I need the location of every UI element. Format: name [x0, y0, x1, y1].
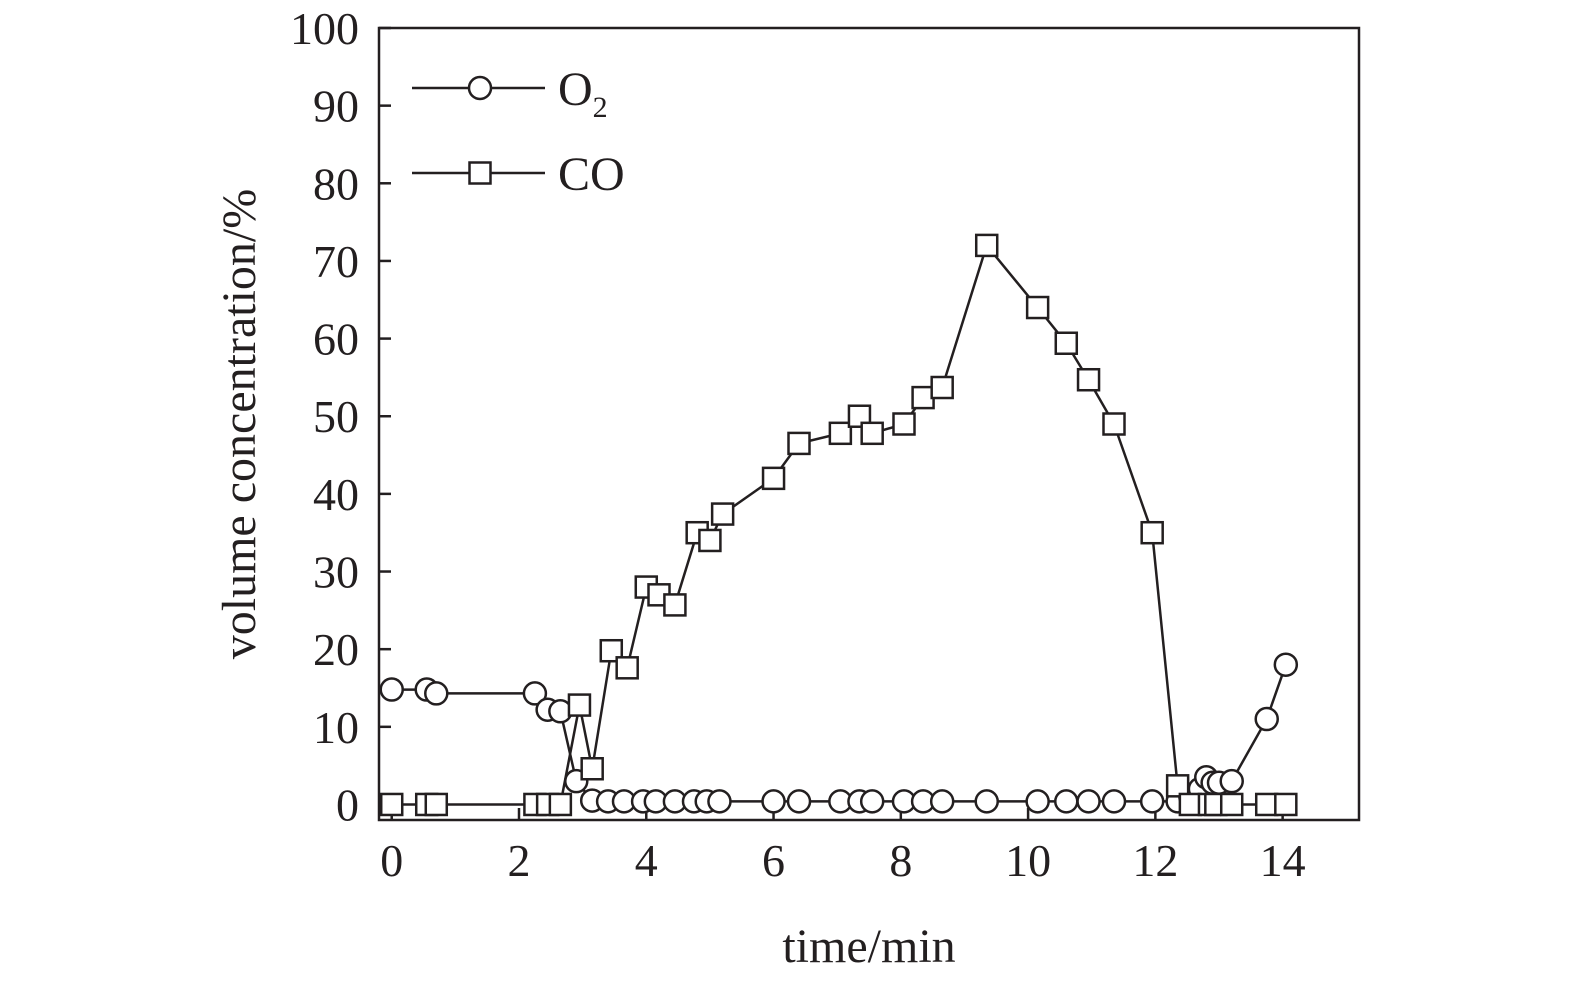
data-point-co — [379, 792, 404, 817]
x-tick-label: 8 — [889, 835, 912, 886]
data-point-o2 — [859, 789, 885, 814]
legend-marker-square — [468, 161, 492, 185]
data-point-co — [663, 593, 687, 617]
data-point-o2 — [379, 677, 404, 702]
data-point-o2 — [974, 789, 999, 814]
x-tick-label: 6 — [762, 835, 785, 886]
data-point-co — [567, 693, 592, 717]
y-tick-label: 50 — [313, 391, 359, 442]
y-tick-label: 20 — [313, 624, 359, 675]
data-point-co — [761, 466, 786, 491]
y-tick-label: 40 — [313, 469, 359, 520]
y-tick-label: 10 — [313, 702, 359, 753]
y-tick-label: 30 — [313, 547, 359, 598]
data-point-o2 — [1025, 789, 1050, 814]
y-tick-label: 70 — [313, 236, 359, 287]
legend-label: CO — [558, 148, 625, 201]
data-point-co — [1054, 331, 1079, 355]
data-point-co — [787, 431, 811, 456]
x-tick-label: 12 — [1132, 835, 1178, 886]
series-co — [379, 233, 1298, 817]
plot-frame — [377, 26, 1361, 822]
data-point-co — [698, 528, 722, 553]
legend-marker-circle — [467, 75, 493, 101]
x-tick-label: 2 — [508, 835, 531, 886]
data-point-o2 — [1101, 789, 1127, 814]
data-point-o2 — [424, 681, 449, 706]
y-axis-title: volume concentration/% — [213, 189, 266, 660]
y-tick-label: 80 — [313, 158, 359, 209]
data-point-co — [1076, 367, 1101, 392]
legend-entry-o2: O2 — [412, 63, 608, 124]
data-point-o2 — [707, 789, 732, 814]
data-point-co — [548, 792, 573, 817]
data-point-co — [1219, 792, 1244, 817]
data-point-co — [1165, 774, 1190, 798]
series-line-o2 — [391, 664, 1287, 803]
data-point-co — [892, 412, 916, 436]
data-point-co — [1102, 412, 1126, 436]
series-layer — [379, 233, 1299, 817]
data-point-co — [860, 421, 884, 446]
data-point-co — [1274, 792, 1298, 817]
data-point-co — [1140, 520, 1164, 545]
x-tick-label: 4 — [635, 835, 658, 886]
data-point-co — [599, 638, 624, 663]
data-point-o2 — [1139, 789, 1165, 814]
y-tick-label: 100 — [290, 3, 359, 54]
series-o2 — [379, 652, 1299, 814]
data-point-o2 — [1219, 768, 1244, 794]
data-point-co — [580, 757, 604, 781]
y-tick-label: 60 — [313, 314, 359, 365]
data-point-o2 — [761, 789, 786, 814]
x-tick-label: 10 — [1005, 835, 1051, 886]
data-point-o2 — [786, 789, 812, 814]
data-point-o2 — [1054, 789, 1079, 814]
data-point-o2 — [1254, 706, 1279, 732]
legend-entry-co: CO — [412, 148, 625, 201]
data-point-o2 — [1076, 789, 1101, 814]
data-point-co — [1025, 295, 1050, 320]
y-tick-label: 90 — [313, 81, 359, 132]
legend-label: O2 — [558, 63, 608, 124]
legend: O2 CO — [412, 63, 625, 201]
data-point-co — [424, 792, 449, 817]
y-tick-label: 0 — [336, 779, 359, 830]
data-point-co — [974, 233, 999, 258]
data-point-o2 — [929, 789, 955, 814]
data-point-co — [847, 404, 872, 428]
data-point-o2 — [522, 681, 548, 706]
x-axis-title: time/min — [782, 920, 955, 973]
data-point-co — [710, 502, 735, 526]
data-point-o2 — [1273, 652, 1299, 677]
data-point-co — [828, 421, 853, 446]
x-tick-label: 14 — [1260, 835, 1306, 886]
tick-layer: 0 2 4 6 8 10 12 14 0 10 20 30 40 50 60 70 80 90 100 — [290, 3, 1306, 886]
x-tick-label: 0 — [380, 835, 403, 886]
data-point-co — [930, 375, 954, 400]
data-point-co — [615, 656, 639, 680]
